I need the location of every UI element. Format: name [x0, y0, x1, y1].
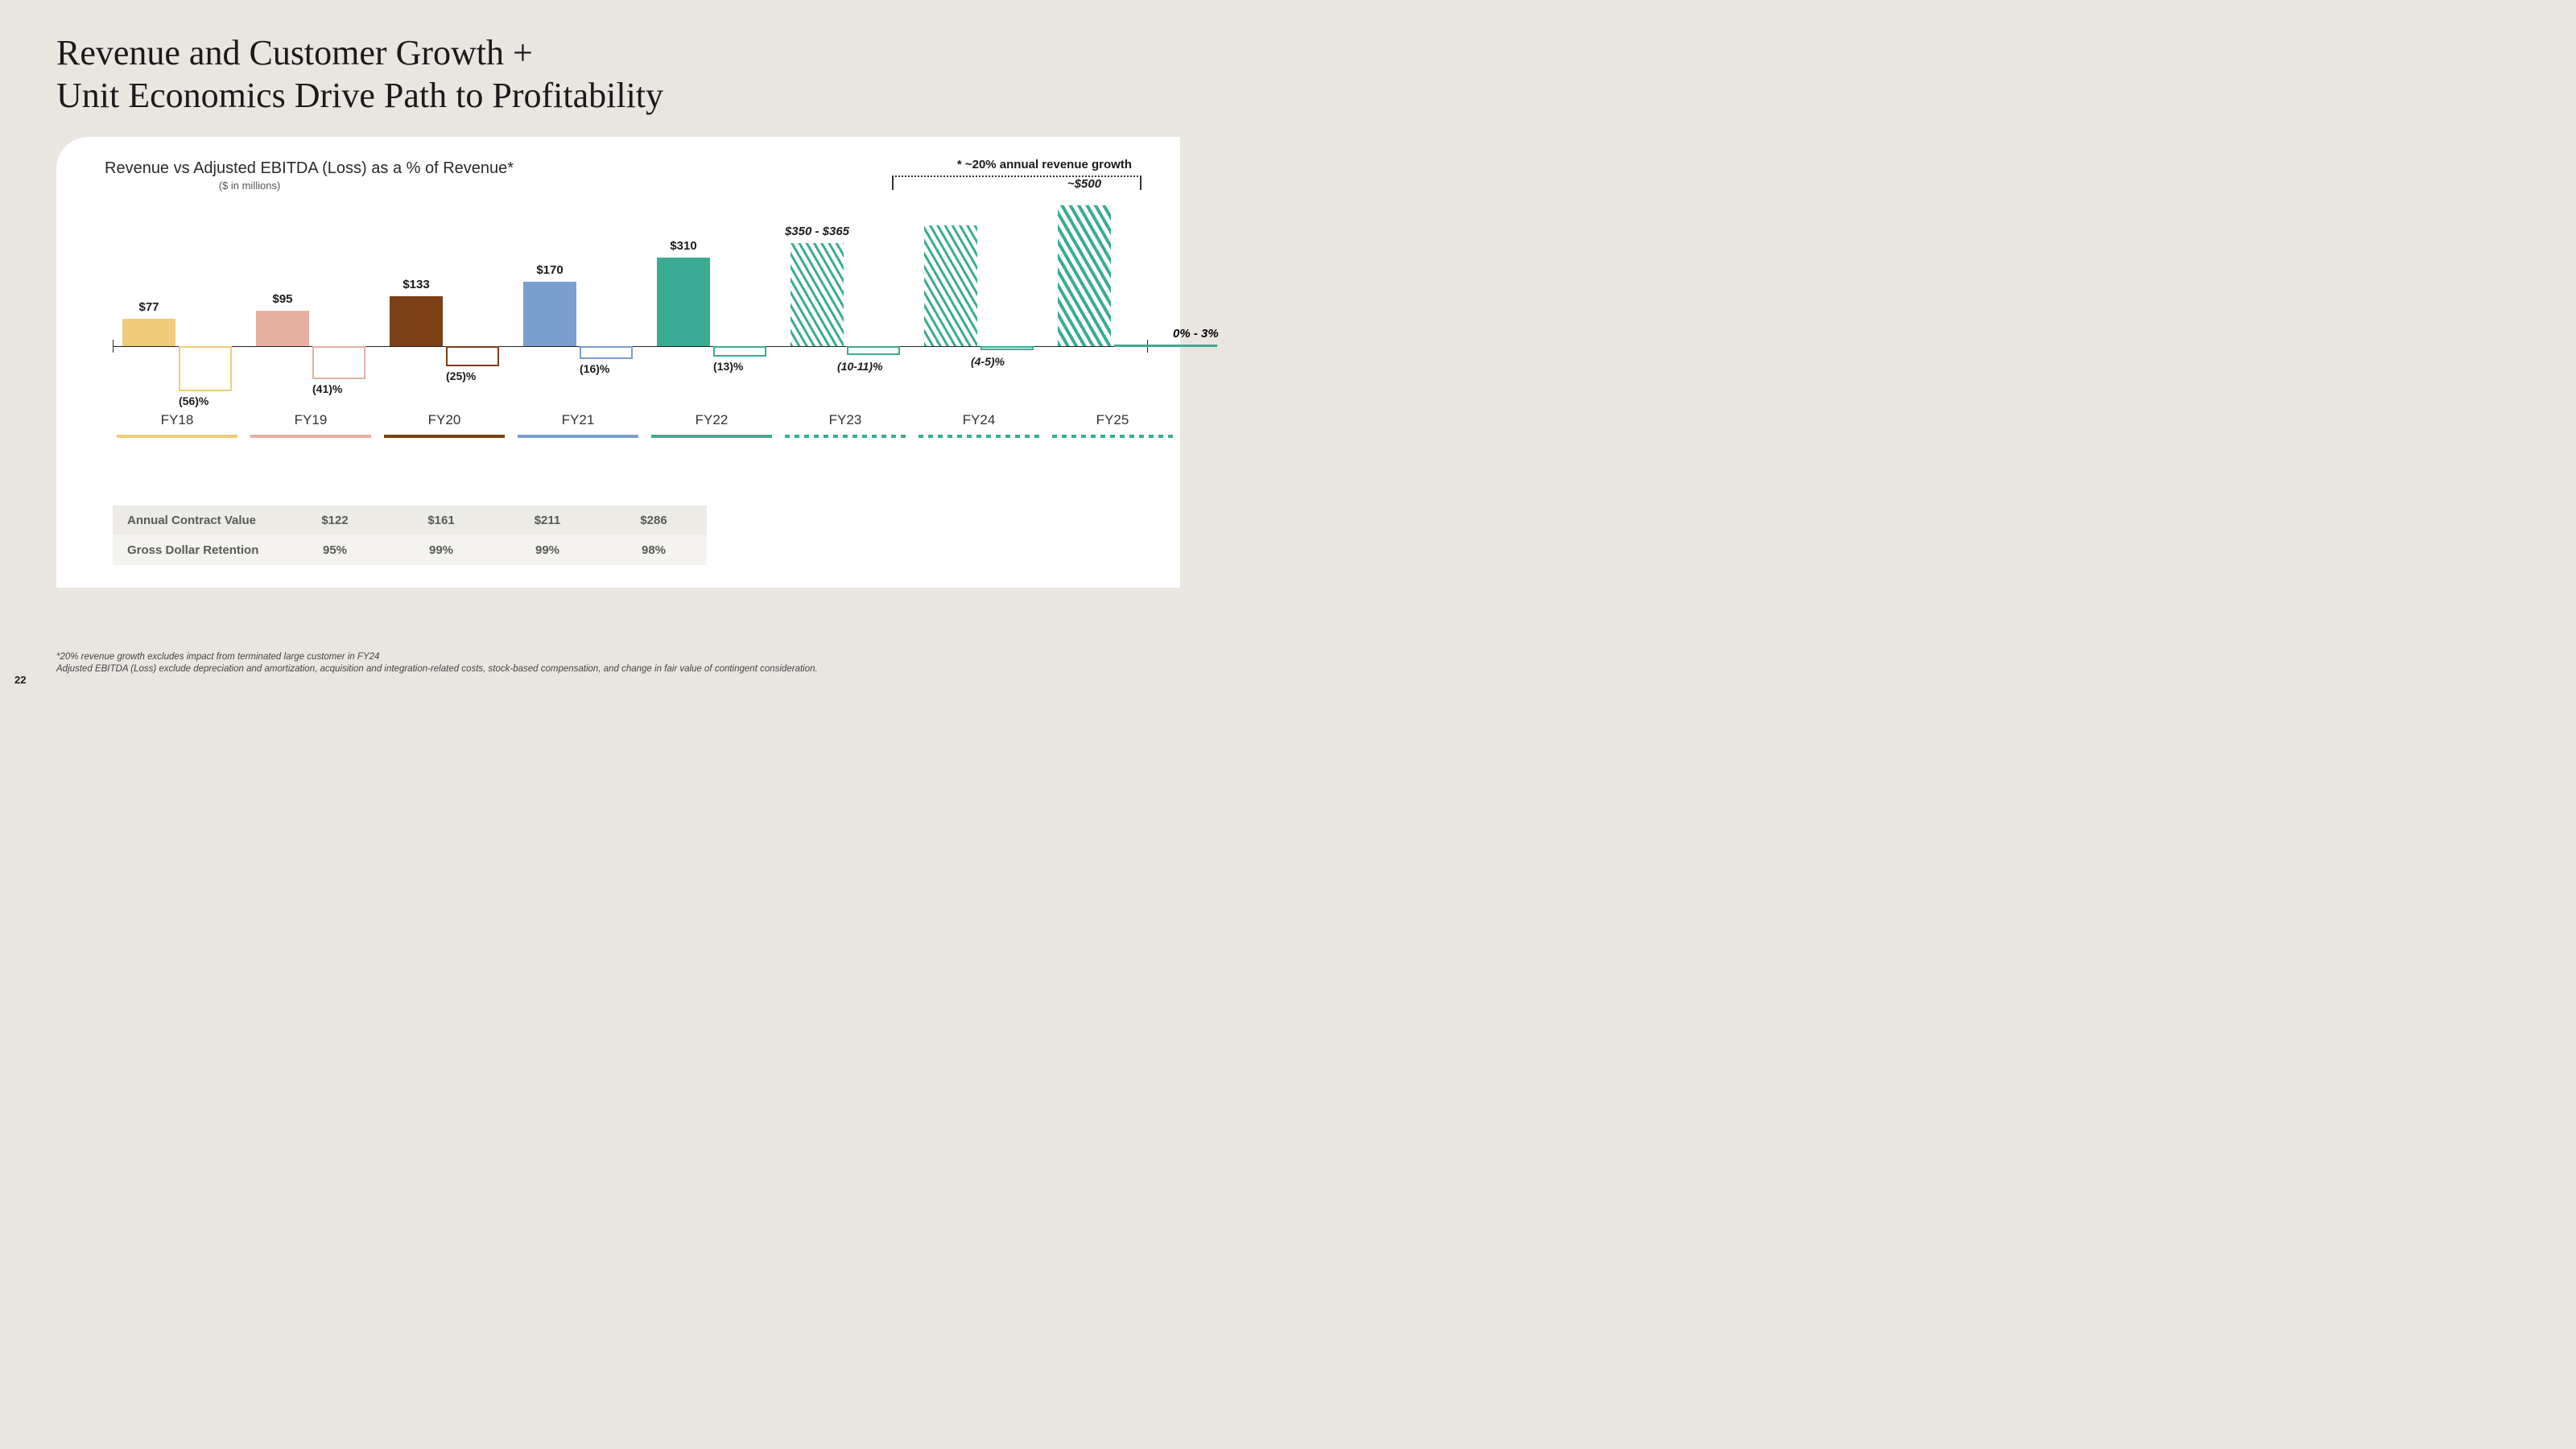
revenue-label: $133 [390, 278, 443, 291]
ebitda-bar [847, 346, 900, 355]
fy-underline [518, 435, 638, 438]
ebitda-label: 0% - 3% [1173, 327, 1245, 341]
ebitda-label: (10-11)% [837, 360, 902, 373]
row-label: Gross Dollar Retention [113, 535, 282, 565]
table-cell: $122 [282, 506, 388, 535]
ebitda-bar [312, 346, 365, 379]
ebitda-label: (41)% [312, 382, 377, 395]
revenue-label: $170 [523, 263, 576, 277]
ebitda-bar [446, 346, 499, 366]
title-line-2: Unit Economics Drive Path to Profitabili… [56, 76, 663, 115]
ebitda-bar [179, 346, 232, 391]
revenue-label: $77 [122, 300, 175, 314]
table-row: Annual Contract Value $122 $161 $211 $28… [113, 506, 707, 535]
ebitda-label: (25)% [446, 369, 510, 382]
table-cell: $161 [388, 506, 494, 535]
ebitda-label: (13)% [713, 360, 778, 373]
ebitda-label: (56)% [179, 394, 243, 407]
fy-label: FY21 [514, 412, 642, 428]
ebitda-bar [980, 346, 1034, 350]
metrics-table: Annual Contract Value $122 $161 $211 $28… [113, 506, 707, 565]
chart-subtitle: ($ in millions) [105, 180, 394, 192]
fy-underline [919, 435, 1039, 438]
fy-label: FY24 [914, 412, 1043, 428]
fy-label: FY25 [1048, 412, 1177, 428]
fy-label: FY18 [113, 412, 242, 428]
fy-underline [785, 435, 906, 438]
slide-title: Revenue and Customer Growth + Unit Econo… [56, 32, 1180, 118]
table-cell: $286 [601, 506, 707, 535]
revenue-label: $350 - $365 [769, 225, 865, 238]
table-row: Gross Dollar Retention 95% 99% 99% 98% [113, 535, 707, 565]
fy-label: FY20 [380, 412, 509, 428]
revenue-bar [122, 319, 175, 346]
table-cell: 95% [282, 535, 388, 565]
chart-area: $77(56)%FY18$95(41)%FY19$133(25)%FY20$17… [113, 201, 1148, 419]
ebitda-bar [713, 346, 766, 357]
page-number: 22 [14, 674, 26, 686]
revenue-label: $310 [657, 239, 710, 253]
revenue-bar [1058, 205, 1111, 346]
footnote-line-2: Adjusted EBITDA (Loss) exclude depreciat… [56, 664, 818, 674]
ebitda-label: (16)% [580, 362, 644, 375]
ebitda-final-line [1114, 345, 1217, 347]
axis-tick-left [113, 340, 114, 353]
fy-label: FY19 [246, 412, 375, 428]
row-label: Annual Contract Value [113, 506, 282, 535]
chart-card: Revenue vs Adjusted EBITDA (Loss) as a %… [56, 137, 1180, 588]
revenue-bar [657, 258, 710, 346]
fy-label: FY22 [647, 412, 776, 428]
fy-underline [651, 435, 772, 438]
ebitda-bar [580, 346, 633, 359]
ebitda-label: (4-5)% [971, 355, 1035, 368]
revenue-bar [256, 311, 309, 346]
revenue-bar [523, 282, 576, 346]
table-cell: 99% [494, 535, 601, 565]
footnote: *20% revenue growth excludes impact from… [56, 651, 818, 676]
revenue-bar [390, 296, 443, 346]
table-cell: $211 [494, 506, 601, 535]
table-cell: 99% [388, 535, 494, 565]
revenue-bar [924, 225, 977, 346]
revenue-label: ~$500 [1058, 177, 1111, 191]
fy-label: FY23 [781, 412, 910, 428]
revenue-bar [791, 243, 844, 346]
footnote-line-1: *20% revenue growth excludes impact from… [56, 652, 379, 662]
fy-underline [117, 435, 237, 438]
fy-underline [384, 435, 505, 438]
title-line-1: Revenue and Customer Growth + [56, 33, 533, 72]
fy-underline [250, 435, 371, 438]
fy-underline [1052, 435, 1173, 438]
table-cell: 98% [601, 535, 707, 565]
growth-note: * ~20% annual revenue growth [957, 158, 1132, 171]
slide: Revenue and Customer Growth + Unit Econo… [0, 0, 1236, 696]
revenue-label: $95 [256, 292, 309, 306]
